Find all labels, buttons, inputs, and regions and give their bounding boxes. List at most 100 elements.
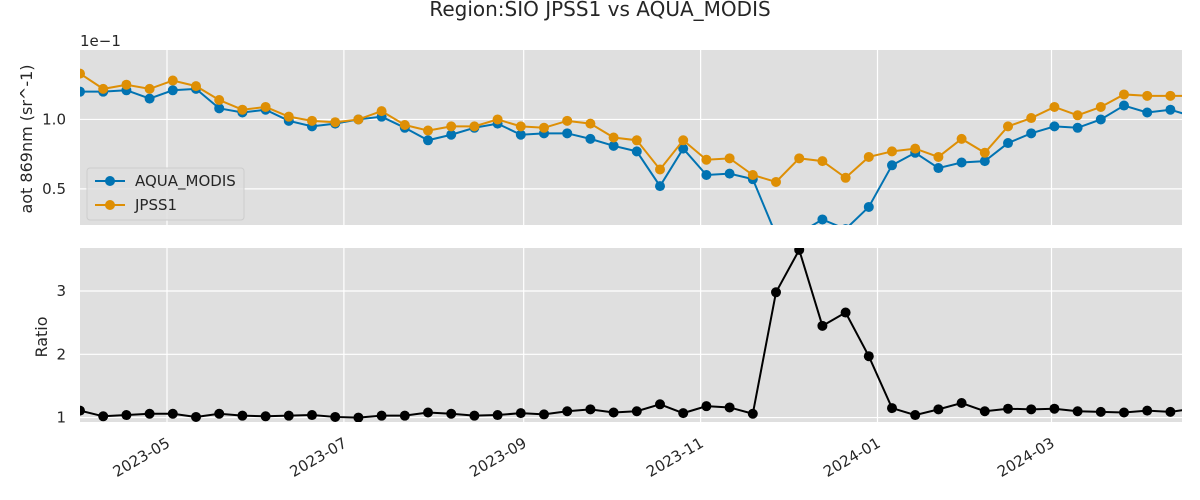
top-y-tick-label: 1.0 [42, 110, 66, 128]
top-data-point [1189, 91, 1199, 101]
top-data-point [585, 133, 596, 144]
bottom-data-point [747, 408, 758, 419]
bottom-data-point [817, 320, 828, 331]
bottom-data-point [399, 410, 410, 421]
top-data-point [515, 129, 526, 140]
bottom-data-point [608, 407, 619, 418]
bottom-data-point [260, 411, 271, 422]
top-data-point [979, 147, 990, 158]
top-data-point [863, 151, 874, 162]
bottom-data-point [655, 399, 665, 410]
top-data-point [1049, 121, 1060, 132]
top-data-point [933, 151, 944, 162]
bottom-data-point [933, 404, 944, 415]
x-tick-label: 2024-01 [820, 434, 883, 481]
bottom-data-point [237, 410, 248, 421]
top-plot-background [80, 50, 1182, 225]
bottom-data-point [1072, 406, 1083, 417]
legend: AQUA_MODIS JPSS1 [86, 167, 245, 221]
bottom-data-point [1003, 403, 1013, 414]
top-data-point [80, 68, 85, 79]
bottom-data-point [214, 408, 225, 419]
top-data-point [307, 115, 317, 126]
bottom-data-point [887, 403, 897, 414]
top-data-point [701, 154, 712, 165]
top-y-ticks: 0.5 1.0 [42, 110, 66, 197]
top-data-point [840, 172, 851, 183]
top-data-point [956, 133, 967, 144]
top-data-point [817, 156, 828, 167]
top-data-point [492, 114, 503, 125]
top-data-point [1142, 90, 1153, 101]
top-data-point [771, 230, 781, 240]
top-data-point [1095, 101, 1106, 112]
bottom-data-point [956, 398, 967, 409]
top-data-point [446, 129, 457, 140]
top-data-point [1119, 100, 1129, 111]
x-tick-label: 2023-09 [466, 434, 529, 481]
top-data-point [910, 143, 921, 154]
bottom-data-point [1026, 404, 1037, 415]
bottom-data-point [515, 408, 526, 419]
top-y-tick-label: 0.5 [42, 180, 66, 198]
legend-box [86, 167, 245, 221]
top-data-point [887, 146, 897, 157]
bottom-data-point [794, 248, 805, 255]
bottom-data-point [910, 410, 921, 421]
top-data-point [887, 160, 897, 171]
bottom-data-point [863, 351, 874, 362]
legend-marker-aqua-modis [105, 176, 115, 186]
top-data-point [724, 168, 735, 179]
bottom-data-point [353, 412, 364, 422]
bottom-data-point [1165, 406, 1176, 417]
top-data-point [144, 93, 155, 104]
bottom-series-0 [80, 248, 1199, 422]
bottom-data-point [678, 408, 689, 419]
top-data-point [446, 121, 457, 132]
bottom-data-point [701, 401, 712, 412]
top-data-point [283, 111, 294, 122]
top-data-point [631, 135, 642, 146]
top-y-axis-label: aot 869nm (sr^-1) [17, 64, 36, 213]
top-data-point [608, 140, 619, 151]
bottom-data-point [446, 408, 457, 419]
top-data-point [747, 170, 758, 180]
top-data-point [469, 121, 480, 132]
bottom-data-point [98, 411, 109, 422]
bottom-data-point [1142, 405, 1153, 416]
legend-marker-jpss1 [105, 200, 115, 210]
top-data-point [585, 118, 596, 129]
top-data-point [376, 106, 387, 117]
bottom-data-point [469, 410, 480, 421]
bottom-data-point [1189, 404, 1199, 414]
top-grid [80, 50, 1182, 225]
bottom-data-point [1119, 407, 1129, 418]
x-tick-label: 2023-11 [643, 434, 706, 481]
x-axis-ticks: 2023-05 2023-07 2023-09 2023-11 2024-01 2024-… [110, 434, 1058, 481]
bottom-y-tick-label: 2 [56, 345, 66, 363]
legend-label-aqua-modis: AQUA_MODIS [135, 172, 236, 191]
bottom-data-point [376, 410, 387, 421]
top-data-point [1072, 110, 1083, 121]
top-data-point [631, 146, 642, 157]
top-data-point [1189, 112, 1199, 122]
top-data-point [562, 128, 573, 139]
legend-label-jpss1: JPSS1 [134, 196, 177, 214]
top-data-point [80, 86, 85, 97]
top-data-point [1119, 89, 1129, 100]
top-data-point [330, 117, 341, 128]
top-data-point [1095, 114, 1106, 125]
bottom-data-point [80, 405, 85, 416]
bottom-y-ticks: 1 2 3 [56, 282, 66, 427]
top-data-point [724, 153, 735, 164]
top-data-point [1003, 121, 1013, 132]
bottom-panel: 1 2 3 Ratio [32, 248, 1199, 427]
x-tick-label: 2024-03 [994, 434, 1057, 481]
x-tick-label: 2023-07 [287, 434, 350, 481]
bottom-data-point [492, 410, 503, 421]
top-data-point [1026, 128, 1037, 139]
top-data-point [863, 201, 874, 212]
top-data-point [817, 214, 828, 225]
top-data-point [979, 156, 990, 167]
